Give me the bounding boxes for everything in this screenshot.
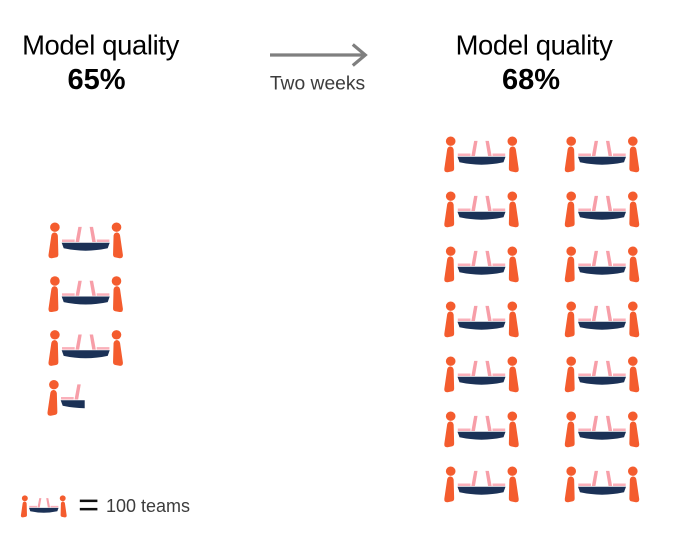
svg-text:65%: 65% [67, 64, 125, 96]
svg-text:100 teams: 100 teams [106, 496, 190, 516]
svg-text:Model quality: Model quality [456, 29, 613, 60]
svg-text:Model quality: Model quality [22, 29, 179, 60]
svg-text:68%: 68% [502, 64, 560, 96]
svg-text:Two weeks: Two weeks [270, 74, 365, 95]
